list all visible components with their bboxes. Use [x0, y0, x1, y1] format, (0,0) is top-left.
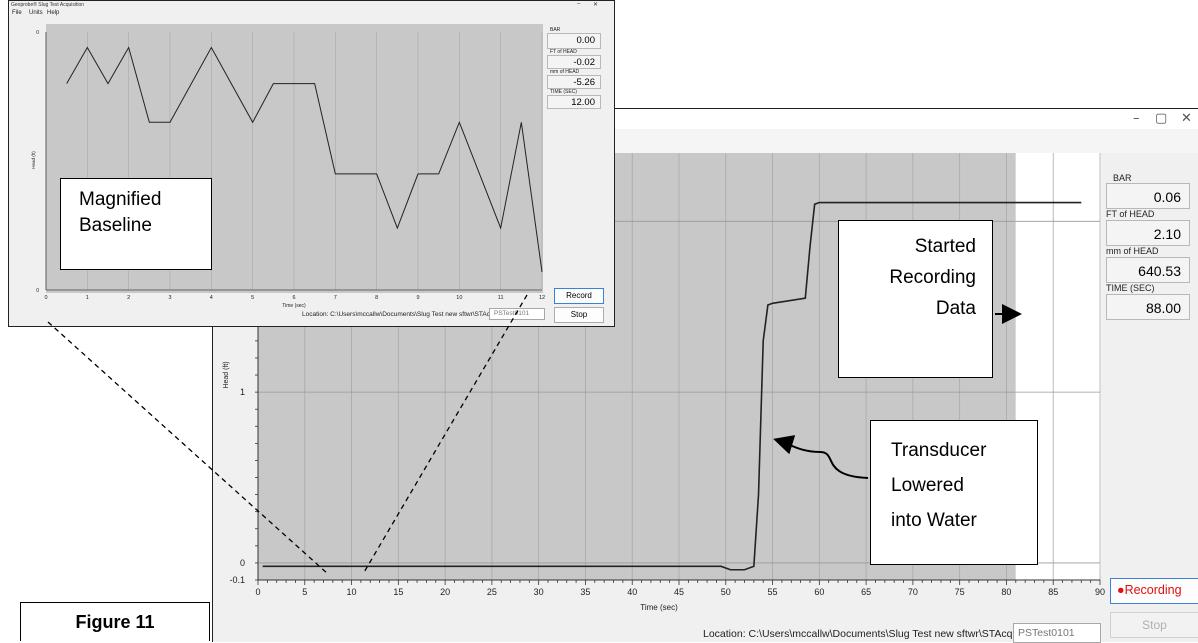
callout-line: Magnified — [79, 189, 162, 210]
mm-head-value: 640.53 — [1106, 257, 1190, 283]
inset-menu-help[interactable]: Help — [47, 10, 60, 16]
ft-head-value: 2.10 — [1106, 220, 1190, 246]
recording-button[interactable]: ●Recording — [1110, 578, 1198, 604]
magnified-baseline-callout: Magnified Baseline — [60, 178, 212, 270]
inset-time-value: 12.00 — [547, 95, 601, 109]
inset-time-label: TIME (SEC) — [550, 89, 577, 95]
inset-minimize-icon[interactable]: – — [577, 1, 581, 7]
inset-ft-head-label: FT of HEAD — [550, 49, 577, 55]
figure-label: Figure 11 — [20, 602, 210, 641]
inset-menu-units[interactable]: Units — [29, 10, 43, 16]
callout-line: Transducer — [891, 440, 987, 461]
bar-value: 0.06 — [1106, 183, 1190, 209]
ft-head-label: FT of HEAD — [1106, 209, 1155, 219]
inset-bar-label: BAR — [550, 27, 561, 33]
time-value: 88.00 — [1106, 294, 1190, 320]
callout-line: Lowered — [891, 475, 964, 496]
inset-mm-head-value: -5.26 — [547, 75, 601, 89]
inset-window: Geoprobe® Slug Test Acquisition – ✕ File… — [8, 0, 615, 327]
mm-head-label: mm of HEAD — [1106, 246, 1159, 256]
inset-location-label: Location: C:\Users\mccallw\Documents\Slu… — [302, 311, 509, 318]
inset-file-name-field[interactable]: PSTest0101 — [489, 308, 545, 320]
callout-line: Started — [914, 236, 976, 257]
inset-stop-button[interactable]: Stop — [554, 307, 604, 323]
bar-label: BAR — [1113, 173, 1132, 183]
inset-record-button[interactable]: Record — [554, 288, 604, 304]
inset-bar-value: 0.00 — [547, 33, 601, 49]
callout-line: Data — [935, 298, 976, 319]
file-name-field[interactable]: PSTest0101 — [1013, 623, 1101, 643]
callout-line: into Water — [891, 510, 977, 531]
minimize-icon[interactable]: – — [1133, 111, 1140, 126]
inset-window-title: Geoprobe® Slug Test Acquisition — [11, 2, 85, 8]
location-label: Location: C:\Users\mccallw\Documents\Slu… — [703, 628, 1037, 640]
started-recording-callout: Started Recording Data — [838, 220, 993, 378]
recording-indicator-icon: ● — [1117, 583, 1125, 597]
stop-button[interactable]: Stop — [1110, 612, 1198, 638]
callout-line: Baseline — [79, 215, 152, 236]
callout-line: Recording — [889, 267, 976, 288]
close-icon[interactable]: ✕ — [1181, 111, 1192, 126]
transducer-lowered-callout: Transducer Lowered into Water — [870, 420, 1038, 565]
inset-close-icon[interactable]: ✕ — [593, 2, 599, 8]
inset-ft-head-value: -0.02 — [547, 55, 601, 69]
maximize-icon[interactable]: ▢ — [1155, 111, 1168, 126]
inset-menu-file[interactable]: File — [12, 10, 22, 16]
inset-mm-head-label: mm of HEAD — [550, 69, 580, 75]
time-label: TIME (SEC) — [1106, 283, 1155, 293]
